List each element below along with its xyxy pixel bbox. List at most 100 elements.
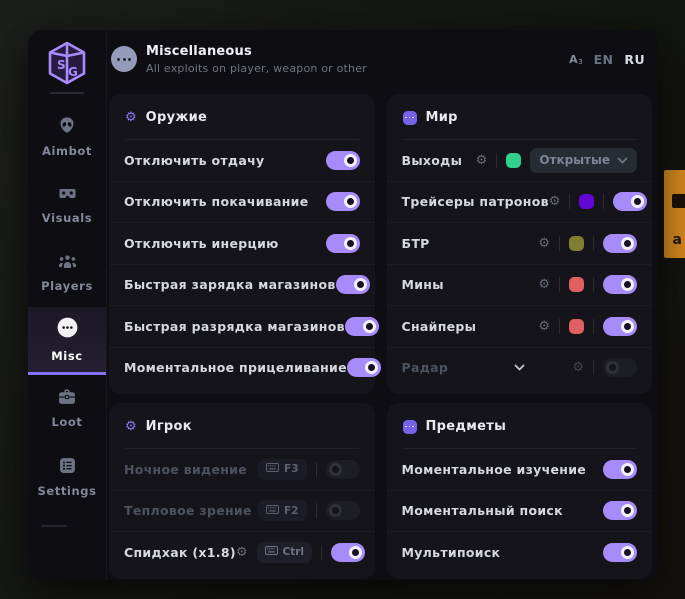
separator <box>593 318 594 334</box>
separator <box>315 461 317 477</box>
color-swatch[interactable] <box>569 277 584 293</box>
sidebar-item-visuals[interactable]: Visuals <box>28 171 106 239</box>
setting-label: Отключить покачивание <box>124 194 309 210</box>
page-subtitle: All exploits on player, weapon or other <box>146 61 367 75</box>
setting-label: Моментальное прицеливание <box>124 360 347 376</box>
aimbot-icon <box>58 116 76 138</box>
setting-row: Быстрая разрядка магазинов <box>109 306 379 348</box>
hotkey-badge[interactable]: F3 <box>258 458 307 480</box>
card-items: Предметы Моментальное изучение Моментальны… <box>386 403 653 579</box>
gear-icon: ⚙ <box>125 110 137 125</box>
lang-option-en[interactable]: EN <box>593 51 614 67</box>
toggle-switch[interactable] <box>603 501 637 521</box>
setting-label: Отключить инерцию <box>124 235 279 251</box>
toggle-switch[interactable] <box>603 542 637 562</box>
toggle-switch[interactable] <box>346 358 381 378</box>
dropdown-select[interactable]: Открытые <box>530 147 637 173</box>
gear-icon[interactable]: ⚙ <box>538 277 550 293</box>
toggle-switch[interactable] <box>344 316 379 336</box>
setting-row: Снайперы ⚙ <box>387 306 653 348</box>
chevron-down-icon <box>617 157 628 164</box>
gear-icon[interactable]: ⚙ <box>572 360 584 376</box>
sidebar-divider <box>50 92 84 94</box>
background-game-object: a <box>664 170 685 258</box>
hotkey-badge[interactable]: Ctrl <box>256 541 313 563</box>
sidebar-item-aimbot[interactable]: Aimbot <box>28 103 106 171</box>
setting-row: Быстрая зарядка магазинов <box>109 265 375 307</box>
hotkey-label: F2 <box>284 504 299 517</box>
color-swatch[interactable] <box>579 194 595 210</box>
gear-icon[interactable]: ⚙ <box>475 152 488 168</box>
setting-row: БТР ⚙ <box>387 223 653 265</box>
sign-glyph: a <box>672 232 682 248</box>
card-header: Предметы <box>387 403 653 448</box>
section-divider <box>125 448 359 449</box>
separator <box>559 318 560 334</box>
gear-icon: ⚙ <box>125 419 137 434</box>
toggle-switch[interactable] <box>325 192 360 212</box>
toggle-switch[interactable] <box>325 501 360 521</box>
color-swatch[interactable] <box>569 318 584 334</box>
card-player: ⚙ Игрок Ночное видение F3 Тепловое зрение F2 С… <box>109 403 375 579</box>
dropdown-value: Открытые <box>539 153 610 168</box>
lang-option-ru[interactable]: RU <box>624 51 645 67</box>
setting-row: Отключить инерцию <box>109 223 375 265</box>
setting-row: Моментальное изучение <box>387 449 653 491</box>
toggle-switch[interactable] <box>335 275 370 295</box>
setting-label: Быстрая зарядка магазинов <box>124 277 336 293</box>
toggle-switch[interactable] <box>603 316 637 336</box>
toggle-knob <box>353 278 367 292</box>
hotkey-label: Ctrl <box>282 546 305 559</box>
toggle-switch[interactable] <box>613 192 648 212</box>
toggle-knob <box>631 195 645 209</box>
separator <box>559 277 560 293</box>
gear-icon[interactable]: ⚙ <box>548 194 561 210</box>
translate-icon[interactable]: A з <box>569 52 583 67</box>
visuals-icon <box>58 186 77 205</box>
toggle-switch[interactable] <box>603 233 637 253</box>
toggle-switch[interactable] <box>325 150 360 170</box>
sidebar-item-settings[interactable]: Settings <box>28 443 106 511</box>
chat-bubble-icon <box>402 110 417 125</box>
cheat-menu-window: S G Aimbot Visuals Players Misc Loot Settings… <box>28 30 658 580</box>
separator <box>559 235 560 251</box>
toggle-knob <box>606 361 619 375</box>
sidebar-item-misc[interactable]: Misc <box>28 307 106 375</box>
sidebar-item-players[interactable]: Players <box>28 239 106 307</box>
gear-icon[interactable]: ⚙ <box>235 544 248 560</box>
toggle-switch[interactable] <box>603 275 637 295</box>
toggle-switch[interactable] <box>603 459 637 479</box>
gear-icon[interactable]: ⚙ <box>538 235 550 251</box>
sidebar-item-loot[interactable]: Loot <box>28 375 106 443</box>
toggle-switch[interactable] <box>325 459 360 479</box>
toggle-knob <box>621 278 634 292</box>
color-swatch[interactable] <box>506 152 522 168</box>
row-controls: ⚙ Открытые <box>475 147 637 173</box>
language-switcher: A з EN RU <box>569 52 645 67</box>
translate-glyph-a: A <box>569 52 578 66</box>
row-controls: ⚙ <box>538 233 637 253</box>
setting-label: Отключить отдачу <box>124 152 265 168</box>
setting-label: Мины <box>401 277 444 293</box>
section-title: Оружие <box>145 110 208 125</box>
setting-label: Ночное видение <box>124 461 247 477</box>
settings-icon <box>59 457 76 478</box>
separator <box>593 360 594 376</box>
gear-icon[interactable]: ⚙ <box>538 318 550 334</box>
players-icon <box>58 254 77 273</box>
toggle-switch[interactable] <box>331 542 366 562</box>
hotkey-badge[interactable]: F2 <box>258 500 307 522</box>
setting-label: Выходы <box>401 152 463 168</box>
column-right: Мир Выходы ⚙ Открытые Трейсеры патронов ⚙ БТР ⚙… <box>386 94 653 580</box>
row-controls <box>603 542 637 562</box>
toggle-switch[interactable] <box>603 358 637 378</box>
separator <box>315 503 317 519</box>
setting-label: Радар <box>401 360 449 376</box>
section-rows: Выходы ⚙ Открытые Трейсеры патронов ⚙ БТР ⚙ Мин… <box>387 140 653 388</box>
chevron-down-icon[interactable] <box>514 364 525 371</box>
setting-label: Моментальное изучение <box>401 461 587 477</box>
card-header: ⚙ Оружие <box>109 94 375 139</box>
toggle-switch[interactable] <box>325 233 360 253</box>
color-swatch[interactable] <box>569 235 584 251</box>
setting-row: Отключить покачивание <box>109 182 375 224</box>
